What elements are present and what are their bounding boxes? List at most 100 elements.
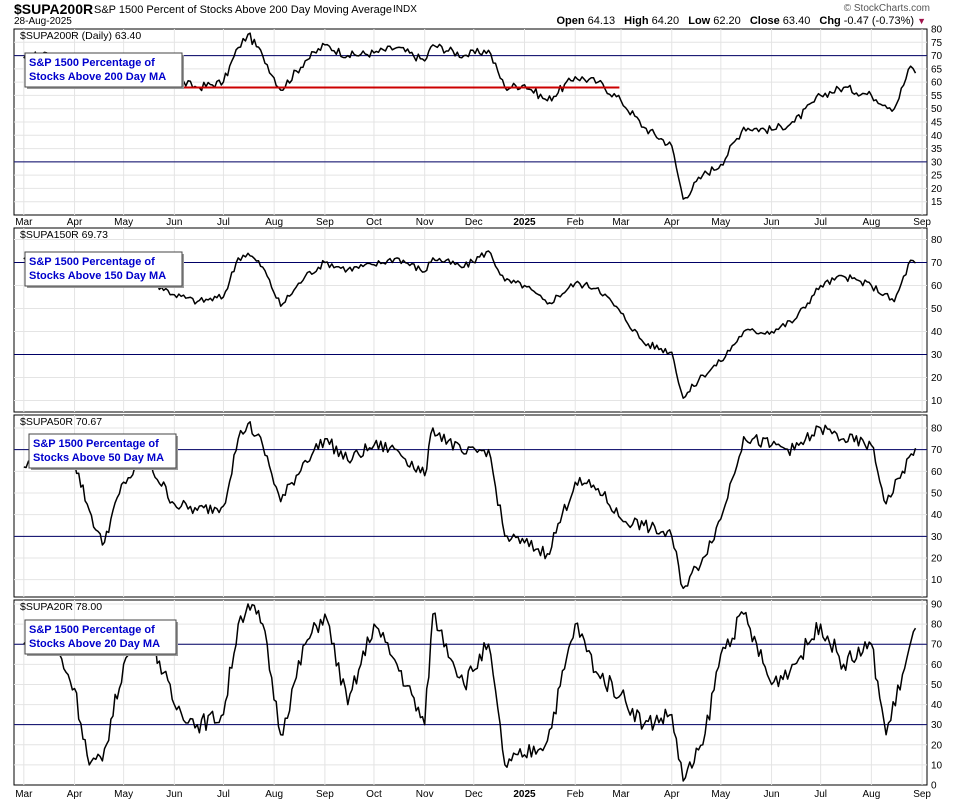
- x-tick-label: Mar: [612, 789, 630, 800]
- y-tick-label: 40: [931, 700, 943, 711]
- x-tick-label: Apr: [67, 217, 83, 228]
- y-tick-label: 30: [931, 157, 943, 168]
- series-line: [23, 603, 917, 782]
- annotation-text: S&P 1500 Percentage of: [29, 624, 155, 636]
- x-tick-label: Jun: [166, 217, 182, 228]
- chart-date: 28-Aug-2025: [14, 16, 72, 27]
- x-tick-label: Apr: [664, 217, 680, 228]
- ohlc-readout: Open 64.13 High 64.20 Low 62.20 Close 63.40 …: [550, 15, 926, 27]
- y-tick-label: 60: [931, 467, 943, 478]
- x-tick-label: Mar: [15, 789, 33, 800]
- x-tick-label: Aug: [265, 789, 283, 800]
- y-tick-label: 60: [931, 78, 943, 89]
- y-tick-label: 70: [931, 640, 943, 651]
- series-line: [23, 421, 917, 590]
- x-tick-label: Aug: [862, 217, 880, 228]
- annotation-text: Stocks Above 200 Day MA: [29, 71, 166, 83]
- y-tick-label: 20: [931, 740, 943, 751]
- y-tick-label: 60: [931, 660, 943, 671]
- high-label: High: [624, 15, 649, 27]
- x-tick-label: Aug: [265, 217, 283, 228]
- x-tick-label: Jul: [814, 789, 827, 800]
- y-tick-label: 70: [931, 445, 943, 456]
- annotation-text: S&P 1500 Percentage of: [29, 57, 155, 69]
- panel-2: 10 20 30 40 50 60 70 80 $SUPA150R 69.73 S&P 1500 …: [13, 227, 943, 413]
- panel-title: $SUPA200R (Daily) 63.40: [20, 30, 141, 42]
- x-tick-label: Sep: [316, 789, 334, 800]
- x-tick-label: Dec: [465, 789, 483, 800]
- open-value: 64.13: [587, 15, 616, 27]
- brand-watermark: © StockCharts.com: [843, 3, 930, 14]
- x-tick-label: May: [711, 789, 730, 800]
- series-line: [23, 250, 917, 399]
- x-tick-label: Jun: [763, 217, 779, 228]
- y-tick-label: 70: [931, 258, 943, 269]
- y-tick-label: 70: [931, 51, 943, 62]
- y-tick-label: 90: [931, 600, 943, 611]
- y-tick-label: 20: [931, 373, 943, 384]
- y-tick-label: 10: [931, 760, 943, 771]
- x-tick-label: Aug: [862, 789, 880, 800]
- y-tick-label: 50: [931, 104, 943, 115]
- x-tick-label: Mar: [612, 217, 630, 228]
- x-tick-label: Jul: [217, 217, 230, 228]
- x-tick-label: Oct: [366, 789, 382, 800]
- panel-title: $SUPA150R 69.73: [20, 229, 108, 241]
- annotation-box: [24, 251, 183, 287]
- y-tick-label: 55: [931, 91, 943, 102]
- annotation-box: [28, 433, 177, 469]
- chg-value: -0.47 (-0.73%): [843, 15, 915, 27]
- y-tick-label: 30: [931, 350, 943, 361]
- annotation-text: S&P 1500 Percentage of: [33, 438, 159, 450]
- y-tick-label: 20: [931, 184, 943, 195]
- y-tick-label: 30: [931, 720, 943, 731]
- x-tick-label: Apr: [67, 789, 83, 800]
- y-tick-label: 25: [931, 171, 943, 182]
- y-tick-label: 40: [931, 131, 943, 142]
- x-tick-label: Feb: [567, 789, 585, 800]
- panel-4: 0 10 20 30 40 50 60 70 80 90 $SUPA20R 78.00 S&P 150…: [13, 599, 943, 800]
- y-tick-label: 80: [931, 235, 943, 246]
- y-tick-label: 15: [931, 197, 943, 208]
- y-tick-label: 80: [931, 25, 943, 36]
- y-tick-label: 40: [931, 327, 943, 338]
- x-tick-label: Jun: [763, 789, 779, 800]
- y-tick-label: 50: [931, 680, 943, 691]
- y-tick-label: 75: [931, 38, 943, 49]
- open-label: Open: [556, 15, 585, 27]
- y-tick-label: 50: [931, 304, 943, 315]
- low-label: Low: [688, 15, 711, 27]
- low-value: 62.20: [713, 15, 741, 27]
- annotation-text: Stocks Above 50 Day MA: [33, 452, 164, 464]
- x-tick-label: Apr: [664, 789, 680, 800]
- y-tick-label: 50: [931, 489, 943, 500]
- x-tick-label: Dec: [465, 217, 483, 228]
- x-tick-label: 2025: [513, 217, 536, 228]
- x-tick-label: Mar: [15, 217, 33, 228]
- y-tick-label: 80: [931, 620, 943, 631]
- y-tick-label: 10: [931, 575, 943, 586]
- panel-3: 10 20 30 40 50 60 70 80 $SUPA50R 70.67 S&P 1500 P…: [13, 414, 943, 598]
- panel-title: $SUPA50R 70.67: [20, 416, 102, 428]
- y-tick-label: 35: [931, 144, 943, 155]
- close-label: Close: [749, 15, 780, 27]
- y-tick-label: 45: [931, 118, 943, 129]
- y-tick-label: 0: [931, 781, 937, 792]
- exchange-label: INDX: [393, 4, 417, 15]
- high-value: 64.20: [651, 15, 680, 27]
- close-value: 63.40: [782, 15, 811, 27]
- y-tick-label: 40: [931, 510, 943, 521]
- annotation-text: Stocks Above 20 Day MA: [29, 638, 160, 650]
- y-tick-label: 20: [931, 554, 943, 565]
- x-tick-label: May: [711, 217, 730, 228]
- symbol-title: $SUPA200R: [14, 1, 94, 17]
- y-tick-label: 30: [931, 532, 943, 543]
- annotation-text: S&P 1500 Percentage of: [29, 256, 155, 268]
- x-tick-label: Sep: [316, 217, 334, 228]
- symbol-description: S&P 1500 Percent of Stocks Above 200 Day…: [94, 4, 393, 16]
- y-tick-label: 80: [931, 424, 943, 435]
- x-tick-label: 2025: [513, 789, 536, 800]
- down-arrow-icon: ▼: [917, 16, 926, 26]
- x-tick-label: Jun: [166, 789, 182, 800]
